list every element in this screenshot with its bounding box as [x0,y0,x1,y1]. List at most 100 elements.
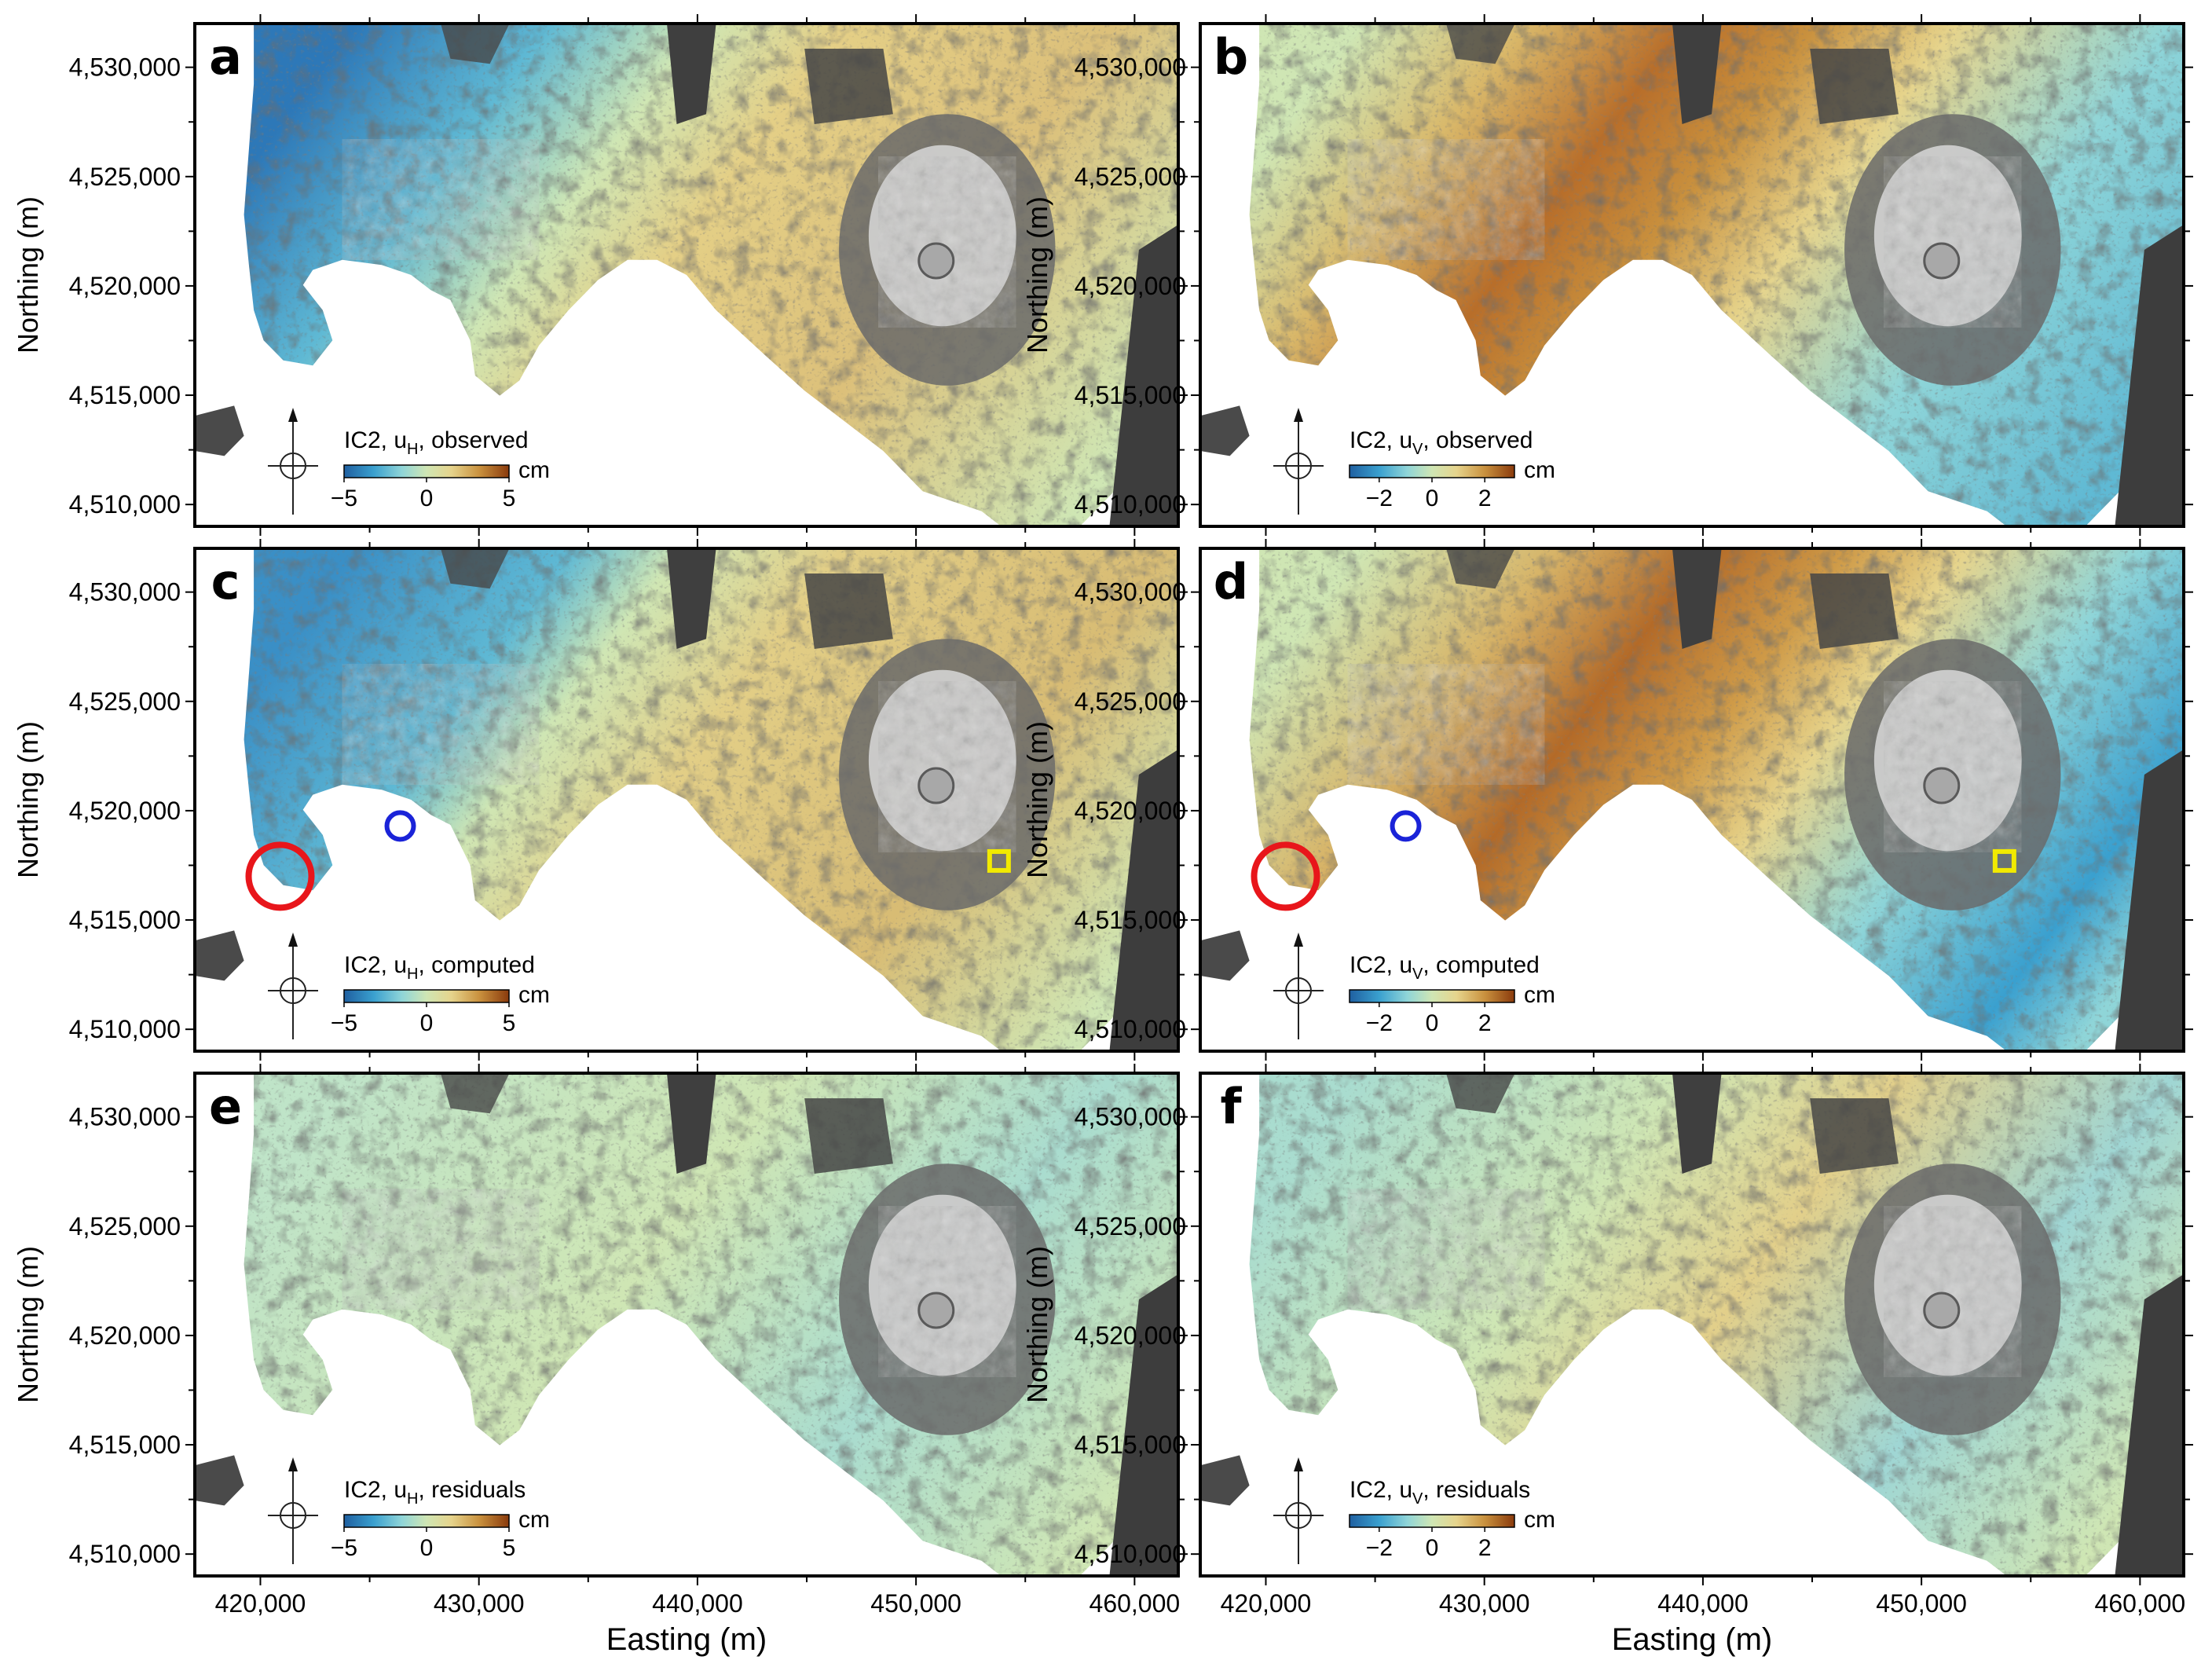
y-tick-label: 4,510,000 [69,490,181,519]
no-data-block [1109,225,1178,526]
no-data-block [441,1073,510,1114]
y-tick-label: 4,520,000 [69,1321,181,1350]
x-tick-label: 440,000 [652,1589,743,1618]
colour-scale-bar [343,464,510,478]
ticks [185,1064,1188,1585]
colour-scale-tick: 2 [1478,1010,1492,1036]
north-arrow-icon [1273,933,1324,1039]
panel-letter-badge [198,1076,253,1134]
yellow-square-marker [987,848,1011,873]
north-arrow-icon [1273,1457,1324,1564]
y-axis-label: Northing (m) [12,721,44,878]
panel-letter: a [209,28,242,86]
north-arrow-icon [268,933,318,1039]
no-data-block [2115,749,2184,1051]
no-data-block [804,49,893,124]
y-tick-label: 4,530,000 [69,1103,181,1131]
north-arrow-icon [1273,408,1324,515]
panel-d: 4,530,000 4,525,000 4,520,000 4,515,000 4,51… [1021,539,2193,1061]
y-tick-label: 4,515,000 [69,1431,181,1459]
panel-frame [193,22,1180,528]
islet [1200,405,1250,456]
panel-frame [1199,547,2185,1053]
campi-flegrei-relief [1347,664,1545,785]
no-data-block [1446,548,1515,589]
panel-f: 4,530,000 4,525,000 4,520,000 4,515,000 4,51… [1021,1064,2193,1657]
no-data-block [667,24,716,124]
panel-letter-badge [1203,27,1258,85]
y-axis-label: Northing (m) [1021,1246,1053,1403]
colour-scale-unit: cm [1524,457,1555,483]
no-data-block [1446,24,1515,64]
campi-flegrei-relief [1347,139,1545,260]
campi-flegrei-relief [1347,1189,1545,1310]
colour-scale-tick: −2 [1366,1535,1393,1561]
no-data-block [1109,1274,1178,1576]
colour-scale-tick: 5 [503,1535,516,1561]
y-tick-label: 4,520,000 [69,272,181,300]
no-data-block [441,548,510,589]
y-tick-label: 4,510,000 [1075,490,1186,519]
y-tick-label: 4,515,000 [69,381,181,409]
islet [1200,1455,1250,1506]
colour-scale-tick: 0 [420,1010,434,1036]
campi-flegrei-relief [342,664,540,785]
y-tick-label: 4,525,000 [1075,163,1186,191]
y-tick-label: 4,525,000 [1075,1212,1186,1240]
y-tick-label: 4,530,000 [1075,1103,1186,1131]
islet [195,405,244,456]
campi-flegrei-relief [342,139,540,260]
x-tick-label: 460,000 [2095,1589,2186,1618]
no-data-block [1810,573,1899,649]
ticks [1191,539,2193,1061]
y-tick-label: 4,525,000 [69,1212,181,1240]
colour-scale-tick: 0 [1426,1010,1439,1036]
vesuvius-crater [1923,767,1961,804]
panel-frame [193,1072,1180,1578]
panel-e: 4,530,000 4,525,000 4,520,000 4,515,000 4,51… [12,1064,1188,1657]
panel-b: 4,530,000 4,525,000 4,520,000 4,515,000 4,51… [1021,14,2193,536]
y-tick-label: 4,520,000 [1075,1321,1186,1350]
colour-scale-tick: 2 [1478,486,1492,511]
vesuvius-crater [1923,1292,1961,1329]
legend-title: IC2, uH, observed [344,427,529,458]
panel-letter-badge [1203,1076,1258,1134]
x-axis-label: Easting (m) [1612,1622,1773,1657]
vesuvius-texture [878,156,1016,328]
y-tick-label: 4,510,000 [69,1540,181,1568]
no-data-block [2115,225,2184,526]
no-data-block [804,1098,893,1174]
colour-scale-tick: 0 [1426,1535,1439,1561]
y-tick-label: 4,530,000 [69,53,181,82]
panel-c: 4,530,000 4,525,000 4,520,000 4,515,000 4,51… [12,539,1188,1061]
islet [195,1455,244,1506]
colour-scale-bar [343,989,510,1003]
x-tick-label: 460,000 [1090,1589,1181,1618]
colour-scale-tick: 0 [420,486,434,511]
colour-scale-bar [343,1514,510,1528]
no-data-block [1810,49,1899,124]
panel-letter-badge [198,27,253,85]
colour-scale-unit: cm [518,982,550,1008]
vesuvius-texture [1884,156,2022,328]
y-tick-label: 4,510,000 [1075,1015,1186,1043]
blue-circle-marker [384,810,416,842]
panel-frame [1199,1072,2185,1578]
y-tick-label: 4,530,000 [1075,53,1186,82]
y-tick-label: 4,515,000 [69,906,181,934]
colour-scale-tick: 0 [420,1535,434,1561]
ticks [1191,14,2193,536]
colour-scale-tick: 2 [1478,1535,1492,1561]
y-tick-label: 4,530,000 [69,578,181,606]
colour-scale-tick: 0 [1426,486,1439,511]
vesuvius-crater [917,242,955,280]
colour-scale-tick: −5 [331,1010,357,1036]
no-data-block [1109,749,1178,1051]
no-data-block [1672,1073,1722,1174]
y-tick-label: 4,520,000 [1075,272,1186,300]
panel-letter-badge [1203,552,1258,610]
colour-scale-unit: cm [518,1507,550,1533]
yellow-square-marker [1992,848,2016,873]
colour-scale-tick: −5 [331,486,357,511]
no-data-block [1672,548,1722,649]
